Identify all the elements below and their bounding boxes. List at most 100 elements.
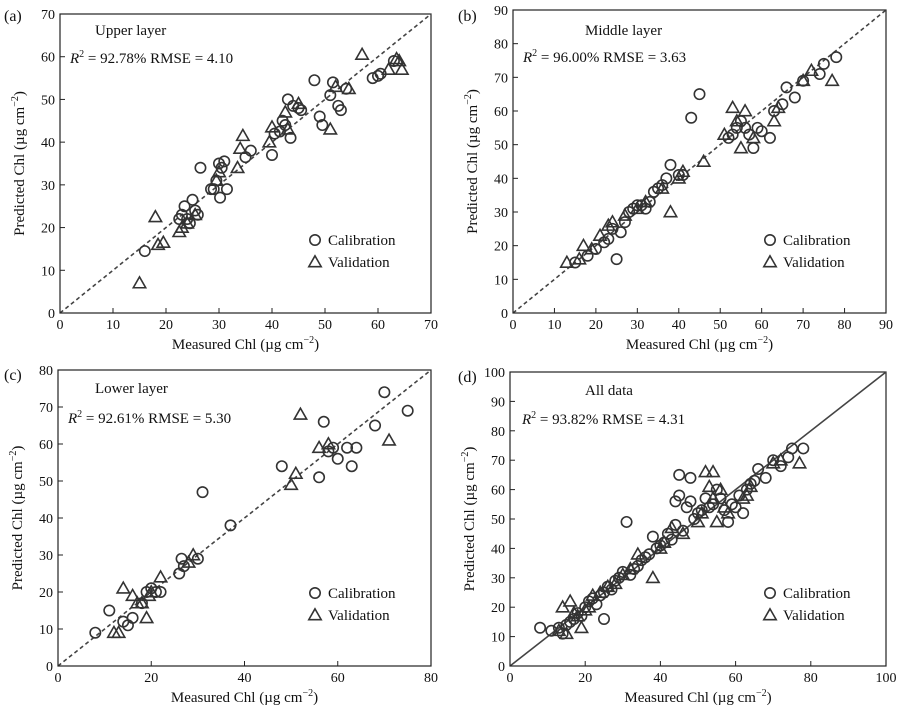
y-tick-label: 40 (41, 136, 55, 151)
validation-point (716, 126, 732, 141)
calibration-point (341, 441, 354, 454)
validation-point (115, 580, 131, 594)
validation-point (185, 547, 201, 561)
calibration-point (714, 492, 727, 505)
calibration-point (703, 501, 716, 514)
calibration-point (560, 618, 573, 631)
calibration-point (747, 142, 760, 155)
panel-d: 0 20 40 60 80 100 0 10 20 30 40 50 60 70 80 90 100 Measur… (458, 366, 897, 706)
y-tick-label: 50 (494, 139, 508, 154)
x-axis-label: Measured Chl (µg cm−2) (626, 335, 773, 353)
legend-calibration-label: Calibration (783, 233, 851, 249)
calibration-point (552, 621, 565, 634)
validation-point (354, 46, 370, 61)
y-tick-label: 0 (46, 660, 53, 675)
calibration-point (610, 253, 623, 266)
calibration-point (103, 604, 116, 617)
y-tick-label: 10 (39, 623, 53, 638)
validation-point (125, 587, 141, 602)
validation-point (773, 452, 789, 466)
y-tick-label: 50 (41, 93, 55, 108)
calibration-point (268, 127, 281, 140)
legend-validation-marker (307, 607, 323, 621)
validation-point (320, 436, 337, 450)
validation-point (791, 455, 808, 469)
validation-point (187, 206, 203, 221)
validation-point (559, 254, 575, 268)
x-tick-label: 20 (578, 671, 592, 686)
validation-point (739, 487, 755, 501)
y-tick-label: 20 (491, 601, 505, 616)
validation-point (743, 478, 759, 493)
legend-calibration-marker (763, 234, 776, 247)
validation-point (622, 561, 638, 575)
calibration-point (265, 148, 278, 161)
calibration-point (788, 91, 801, 104)
calibration-point (401, 404, 414, 417)
calibration-point (327, 441, 340, 454)
validation-point (235, 127, 251, 142)
layer-label: Middle layer (585, 23, 662, 39)
validation-point (584, 241, 600, 255)
validation-point (394, 61, 410, 75)
validation-point (729, 113, 745, 127)
validation-point (381, 432, 397, 446)
y-tick-label: 30 (41, 179, 55, 194)
validation-point (696, 153, 712, 167)
calibration-point (707, 498, 720, 511)
validation-point (656, 534, 672, 548)
validation-point (675, 525, 691, 540)
legend-validation-label: Validation (783, 608, 845, 624)
y-tick-label: 10 (494, 273, 508, 288)
validation-point (604, 214, 621, 228)
validation-point (152, 569, 169, 583)
x-tick-label: 40 (265, 318, 279, 333)
validation-point (745, 130, 761, 144)
x-tick-label: 70 (424, 318, 438, 333)
validation-point (232, 140, 248, 154)
stats-annotation: R2 = 92.61% RMSE = 5.30 (67, 409, 231, 427)
calibration-point (564, 615, 577, 628)
calibration-point (729, 501, 742, 514)
y-tick-label: 70 (491, 454, 505, 469)
x-tick-label: 30 (212, 318, 226, 333)
legend-validation-label: Validation (328, 608, 390, 624)
calibration-point (316, 119, 329, 132)
x-tick-label: 50 (713, 318, 727, 333)
calibration-point (214, 191, 227, 204)
validation-point (795, 72, 811, 87)
validation-point (150, 236, 166, 251)
calibration-point (334, 104, 347, 117)
validation-point (288, 465, 304, 480)
validation-point (697, 464, 714, 478)
y-tick-label: 60 (494, 105, 508, 120)
legend-calibration-label: Calibration (783, 586, 851, 602)
calibration-point (609, 574, 622, 587)
validation-point (551, 622, 567, 637)
calibration-point (614, 226, 627, 239)
x-axis-label: Measured Chl (µg cm−2) (171, 688, 318, 706)
calibration-point (685, 111, 698, 124)
calibration-point (191, 552, 204, 565)
y-tick-label: 20 (494, 240, 508, 255)
validation-point (607, 575, 623, 590)
y-tick-label: 70 (494, 71, 508, 86)
x-tick-label: 60 (331, 671, 345, 686)
validation-point (664, 520, 680, 534)
y-tick-label: 60 (41, 51, 55, 66)
stats-annotation: R2 = 96.00% RMSE = 3.63 (522, 48, 686, 66)
calibration-point (767, 454, 780, 467)
calibration-point (207, 183, 220, 196)
y-tick-label: 20 (41, 222, 55, 237)
calibration-point (669, 495, 682, 508)
validation-point (716, 499, 732, 513)
panel-c: 0 20 40 60 80 0 10 20 30 40 50 60 70 80 Measured Chl (… (4, 364, 438, 706)
validation-point (654, 180, 670, 194)
validation-point (645, 569, 661, 584)
calibration-point (275, 460, 288, 473)
x-tick-label: 20 (144, 671, 158, 686)
x-tick-label: 40 (653, 671, 667, 686)
y-tick-label: 0 (501, 307, 508, 322)
y-tick-label: 70 (41, 8, 55, 23)
validation-point (388, 51, 405, 65)
